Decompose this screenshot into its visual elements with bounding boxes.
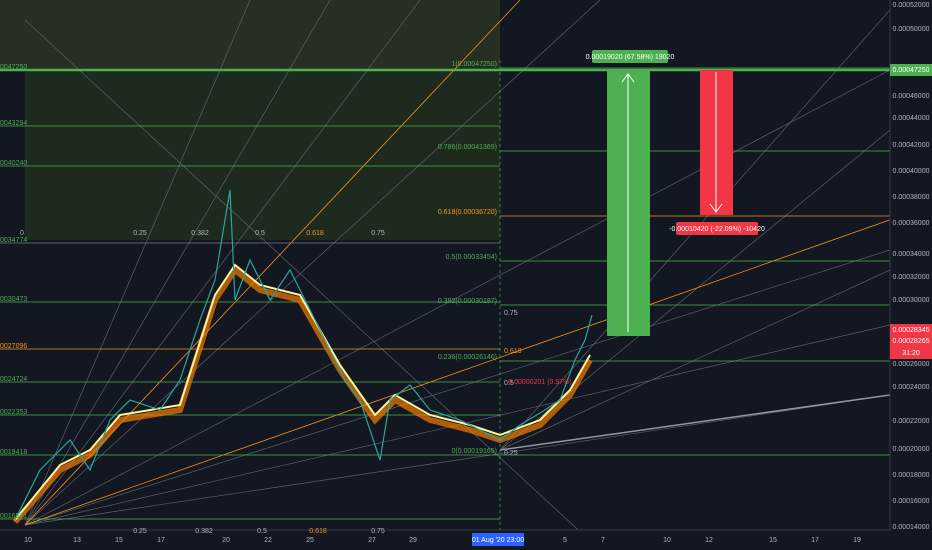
short-arrowhead [709,203,723,213]
price-tick-label: 0.00034000 [893,251,930,258]
time-tick-label: 20 [222,537,230,544]
fib-level-label: 0.5(0.00033454) [446,254,497,261]
last-badge [890,324,932,359]
time-axis [0,530,932,550]
left-level-label: 0030473 [0,296,27,303]
fan-label: 0.618 [504,348,522,355]
short-label: -0.00010420 (-22.09%) -10420 [669,226,765,233]
time-tick-label: 5 [563,537,567,544]
fan-label: 0.25 [133,230,147,237]
time-tick-label: 10 [663,537,671,544]
price-tick-label: 0.00032000 [893,274,930,281]
left-level-label: 0019418 [0,449,27,456]
fan-label: 0.618 [306,230,324,237]
price-tick-label: 0.00030000 [893,297,930,304]
levels [0,67,890,520]
left-level-label: 0024724 [0,376,27,383]
time-cursor-badge [472,533,524,546]
price-tick-label: 0.00022000 [893,418,930,425]
fib-level-label: 1(0.00047250) [451,61,497,68]
price-tick-label: 0.00016000 [893,498,930,505]
time-tick-label: 27 [368,537,376,544]
time-tick-label: 13 [73,537,81,544]
left-level-label: 0047250 [0,64,27,71]
left-level-label: 0022353 [0,409,27,416]
long-arrowhead [621,73,635,83]
time-tick-label: 15 [115,537,123,544]
prev-price: 0.00028265 [893,338,930,345]
price-tick-label: 0.00038000 [893,194,930,201]
time-tick-label: 22 [264,537,272,544]
target-badge [890,64,932,76]
countdown: 31:20 [902,350,920,357]
change-label: 0.00000201 (0.97%) [508,379,571,386]
fan-line-orange [24,204,932,526]
fan-label: 0.5 [255,230,265,237]
time-tick-label: 25 [306,537,314,544]
left-level-label: 0027096 [0,343,27,350]
time-tick-label: 7 [601,537,605,544]
fib-level-label: 0.382(0.00030187) [438,298,497,305]
shaded-zone-top [0,0,500,70]
ema-ribbon [12,265,593,524]
price-tick-label: 0.00020000 [893,446,930,453]
price-tick-label: 0.00024000 [893,384,930,391]
left-level-label: 0040240 [0,160,27,167]
fan-label: 0 [20,230,24,237]
fan-label: 0.75 [371,230,385,237]
fan-label: 0.618 [309,528,327,535]
price-tick-label: 0.00040000 [893,168,930,175]
fan-label: 0.382 [195,528,213,535]
short-label-bg [676,222,758,235]
fib-level-label: 0.786(0.00041369) [438,144,497,151]
fan-label: 0.5 [257,528,267,535]
fib-level-label: 0.618(0.00036720) [438,209,497,216]
time-tick-label: 29 [409,537,417,544]
left-level-label: 0043294 [0,120,27,127]
price-axis [890,0,932,530]
time-tick-label: 19 [853,537,861,544]
fan-label: 0.5 [504,380,514,387]
price-candles [14,189,593,521]
time-tick-label: 15 [769,537,777,544]
price-tick-label: 0.00036000 [893,220,930,227]
fan-label: 0.25 [133,528,147,535]
price-tick-label: 0.00052000 [893,2,930,9]
price-tick-label: 0.00014000 [893,524,930,531]
fan-label: 0.75 [504,310,518,317]
fan-label: 0.75 [371,528,385,535]
price-tick-label: 0.00026000 [893,361,930,368]
fib-level-label: 0.236(0.00026146) [438,354,497,361]
time-tick-label: 01 Aug '20 23:00 [472,537,524,544]
time-tick-label: 17 [157,537,165,544]
long-label: 0.00019020 (67.58%) 19020 [586,54,675,61]
price-tick-label: 0.00050000 [893,26,930,33]
price-tick-label: 0.00044000 [893,115,930,122]
price-tick-label: 0.00042000 [893,142,930,149]
price-tick-label: 0.00018000 [893,472,930,479]
time-tick-label: 10 [24,537,32,544]
fan-label: 0.25 [504,450,518,457]
time-tick-label: 12 [705,537,713,544]
left-level-label: 0034774 [0,237,27,244]
fib-level-label: 0(0.00019165) [451,448,497,455]
time-tick-label: 17 [811,537,819,544]
target-price: 0.00047250 [893,67,930,74]
left-level-label: 0016571 [0,513,27,520]
last-price: 0.00028345 [893,327,930,334]
long-label-bg [592,50,668,63]
price-tick-label: 0.00046000 [893,93,930,100]
fan-label: 0.382 [191,230,209,237]
